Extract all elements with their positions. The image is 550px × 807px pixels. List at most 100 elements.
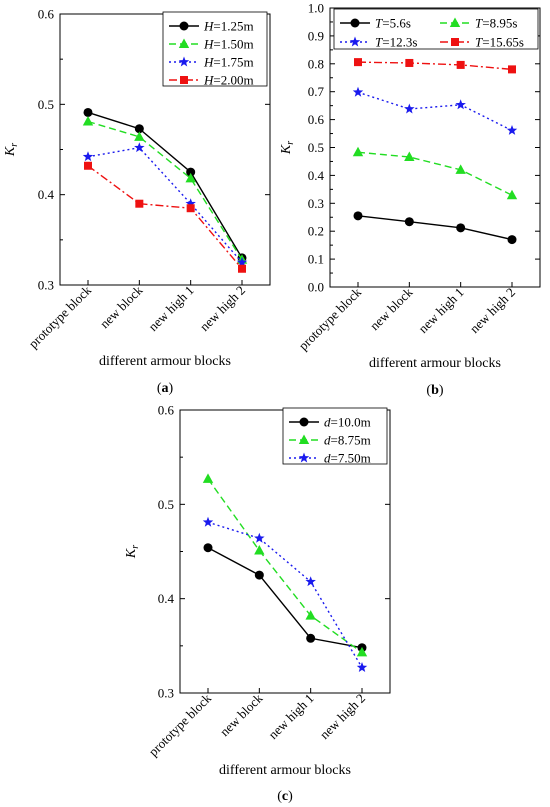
data-point [404,217,414,227]
y-tick-label: 0.5 [38,97,54,112]
data-point [305,610,316,620]
y-tick-label: 0.3 [38,278,54,293]
data-point [356,646,368,657]
data-point [202,473,214,483]
legend-label: d=8.75m [324,433,371,448]
data-point [352,146,364,157]
data-point [135,199,144,208]
data-point [508,65,516,74]
legend-marker [349,36,361,47]
data-point [134,131,145,141]
data-point [305,576,316,587]
y-tick-label: 0.7 [308,84,325,99]
series-d=7.50m [202,516,368,672]
x-axis-label: different armour blocks [219,763,351,778]
legend: H=1.25m H=1.50m H=1.75m H=2.00m [162,11,268,88]
data-point [185,198,196,209]
series-T=5.6s [353,211,517,245]
y-tick-label: 0.4 [38,187,55,202]
data-point [238,264,246,273]
legend-box [333,8,539,50]
y-tick-label: 0.4 [158,591,175,606]
data-point [202,516,214,527]
legend: d=10.0m d=8.75m d=7.50m [282,407,388,466]
series-H=2.00m [84,161,246,273]
y-tick-label: 0.6 [308,112,325,127]
data-point [506,189,518,200]
series-line [87,111,243,259]
legend-marker [298,434,310,444]
data-point [203,543,213,553]
data-point [456,223,466,233]
data-point [185,172,196,183]
legend-label: H=1.25m [203,19,254,34]
data-point [254,545,265,555]
legend-marker [178,56,190,67]
legend-marker [298,452,310,463]
series-T=15.65s [354,58,516,74]
data-point [352,86,364,97]
legend-box [282,407,388,465]
y-tick-label: 0.3 [308,196,324,211]
x-tick-label: new block [97,282,146,331]
y-tick-label: 0.1 [308,252,324,267]
data-point [354,58,362,67]
series-line [207,478,363,654]
series-T=12.3s [352,86,518,135]
data-point [254,532,265,543]
legend-label: H=2.00m [203,73,254,88]
y-tick-label: 1.0 [308,1,324,16]
legend-marker [451,38,459,46]
data-point [506,124,518,135]
y-tick-label: 0.6 [38,7,55,22]
data-point [455,164,466,174]
legend-label: d=7.50m [324,451,371,466]
y-tick-label: 0.0 [308,280,324,295]
data-point [356,662,368,672]
data-point [405,58,414,67]
legend-label: H=1.75m [203,55,254,70]
legend-label: T=8.95s [475,16,517,31]
y-tick-label: 0.2 [308,224,324,239]
legend-marker [350,18,360,28]
series-d=8.75m [202,473,368,657]
series-line [357,61,513,71]
data-point [353,211,363,221]
x-tick-label: new high 2 [317,691,368,742]
y-tick-label: 0.6 [158,403,175,418]
data-point [134,142,145,153]
data-point [186,167,196,177]
y-tick-label: 0.5 [158,497,174,512]
legend-marker [178,38,190,48]
data-point [82,151,94,162]
x-tick-label: new high 1 [145,283,196,334]
data-point [456,60,465,69]
y-tick-label: 0.4 [308,168,325,183]
series-H=1.75m [82,142,248,267]
series-line [87,146,243,263]
series-T=8.95s [352,146,518,200]
x-axis-label: different armour blocks [99,354,231,369]
x-tick-label: prototype block [26,282,95,351]
panel-caption: (c) [277,789,293,804]
y-axis-label: Kr [124,545,141,559]
legend-label: T=15.65s [475,35,524,50]
y-axis-label: Kr [3,143,20,157]
x-tick-label: new high 1 [265,691,316,742]
legend-marker [180,76,188,84]
series-H=1.50m [82,115,248,264]
panel-caption: (b) [426,383,443,398]
data-point [306,633,316,643]
legend: T=5.6s T=8.95s T=12.3s T=15.65s [333,8,539,50]
data-point [404,103,415,114]
data-point [82,115,94,126]
legend-label: H=1.50m [203,37,254,52]
data-point [455,99,466,110]
y-tick-label: 0.3 [158,686,174,701]
series-line [357,151,513,196]
data-point [83,107,93,117]
series-line [207,521,363,668]
x-axis-label: different armour blocks [369,356,501,371]
data-point [507,235,517,245]
